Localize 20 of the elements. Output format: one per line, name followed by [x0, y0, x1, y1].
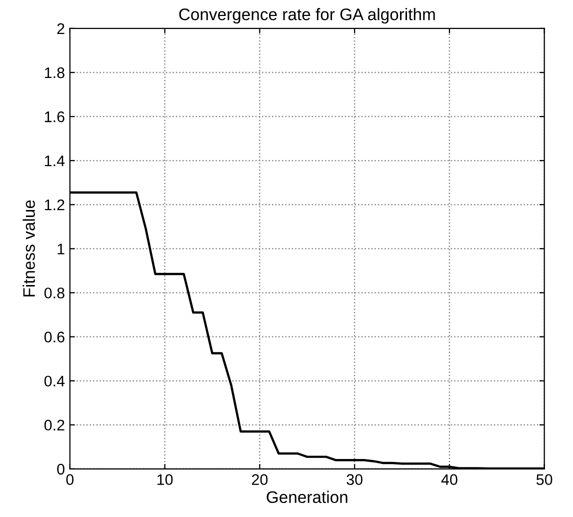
y-tick-label: 0.8: [44, 288, 64, 298]
y-tick-label: 1.8: [44, 67, 64, 78]
y-tick-label: 1.6: [44, 111, 64, 122]
x-tick-label: 10: [157, 474, 173, 485]
y-tick-label: 0.6: [44, 332, 64, 342]
x-axis-title: Generation: [266, 490, 348, 504]
x-tick-label: 20: [252, 474, 268, 485]
y-tick-label: 0: [57, 464, 64, 475]
y-tick-label: 1.2: [44, 199, 64, 210]
y-tick-label: 2: [57, 23, 64, 34]
chart-title: Convergence rate for GA algorithm: [179, 8, 435, 24]
x-tick-label: 40: [441, 474, 458, 485]
x-tick-label: 0: [66, 474, 74, 485]
y-tick-label: 0.4: [44, 376, 65, 387]
x-tick-label: 50: [536, 474, 552, 485]
y-tick-label: 0.2: [44, 420, 64, 431]
x-tick-label: 30: [346, 474, 362, 485]
y-axis-title: Fitness value: [22, 200, 35, 296]
y-tick-label: 1: [58, 244, 64, 254]
y-tick-label: 1.4: [44, 156, 65, 166]
